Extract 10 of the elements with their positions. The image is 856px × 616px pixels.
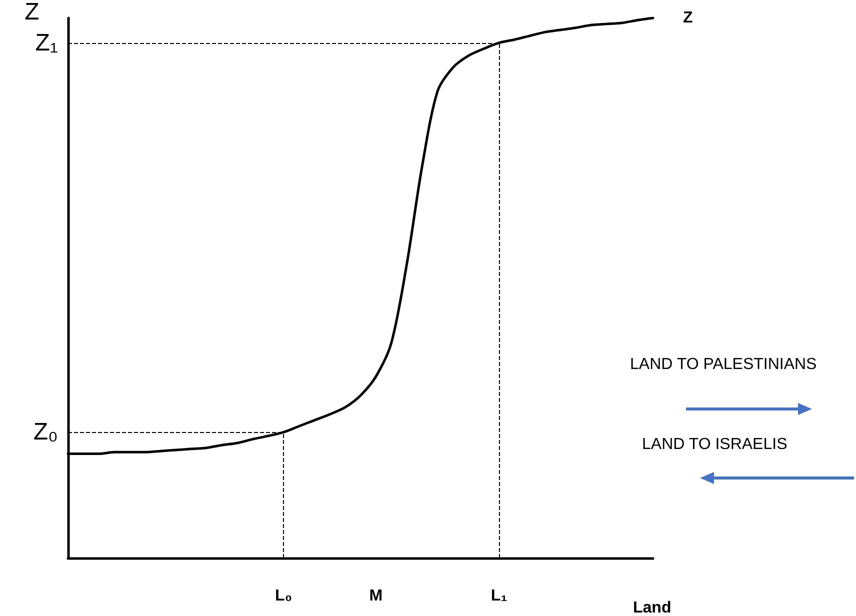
- x-tick-label: L₀: [275, 588, 292, 604]
- ref-line-label: Z₀: [33, 418, 58, 446]
- x-tick-label: M: [369, 588, 383, 604]
- series-label: Z: [683, 10, 693, 26]
- y-axis-title: Z: [24, 0, 40, 26]
- ref-line-label: Z₁: [35, 29, 58, 56]
- annotation: LAND TO PALESTINIANS: [630, 356, 817, 374]
- annotation: LAND TO ISRAELIS: [642, 436, 788, 454]
- x-tick-label: L₁: [490, 588, 508, 604]
- x-axis-title: Land: [633, 600, 672, 616]
